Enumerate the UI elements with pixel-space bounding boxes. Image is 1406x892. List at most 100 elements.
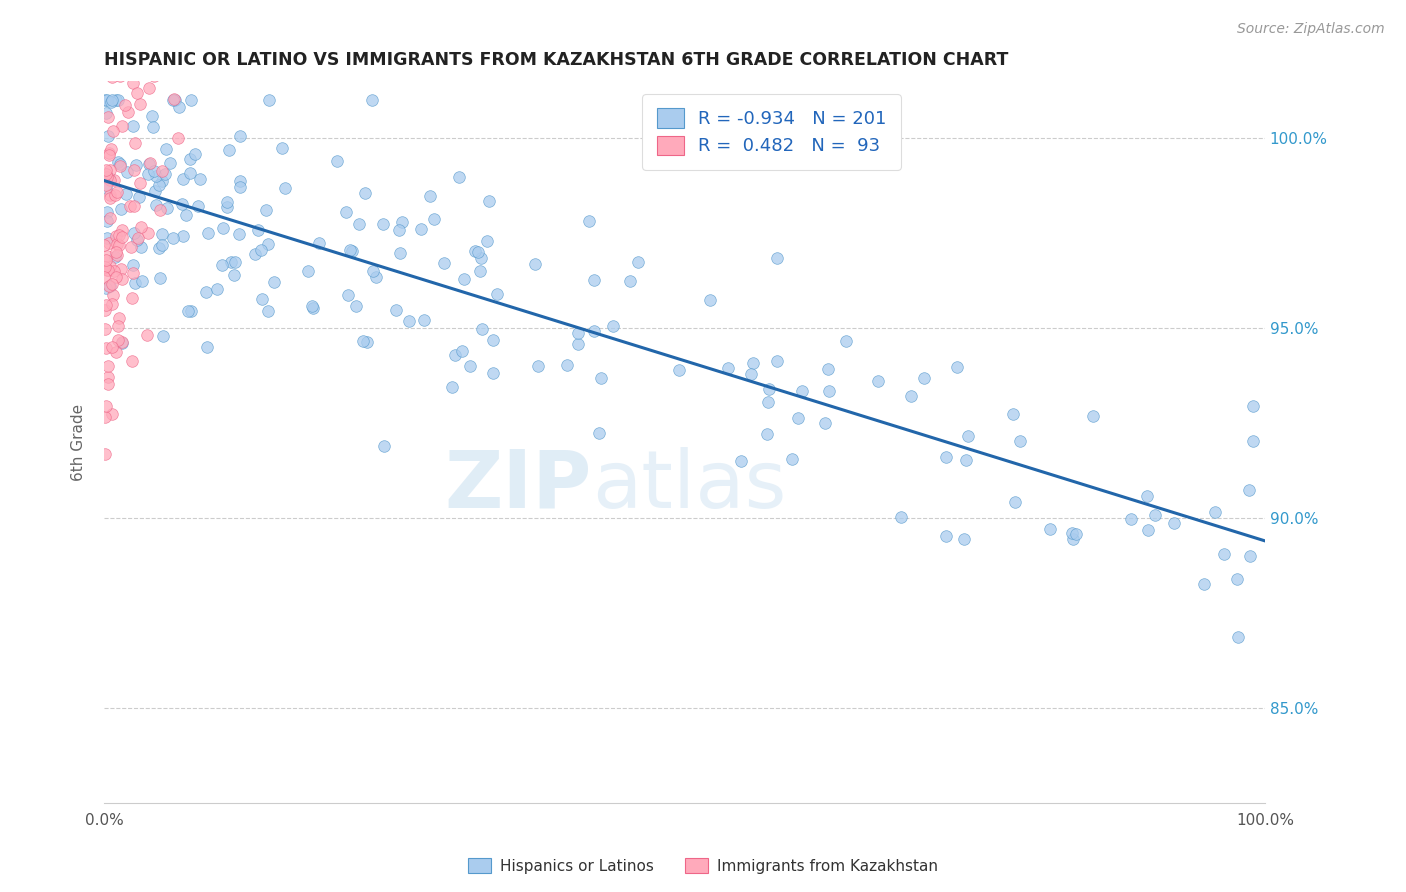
Point (482, 366, 505, 380)
Point (128, 176, 150, 190)
Point (470, 251, 492, 265)
Point (205, 282, 228, 296)
Point (335, 205, 357, 219)
Point (352, 334, 374, 348)
Point (96, 252, 118, 267)
Point (100, 70, 122, 85)
Point (94, 400, 117, 414)
Point (955, 453, 977, 467)
Point (180, 93, 202, 107)
Point (101, 340, 124, 354)
Point (141, 109, 163, 123)
Point (441, 380, 464, 394)
Point (1137, 523, 1160, 537)
Point (97, 110, 120, 124)
Point (197, 226, 219, 240)
Point (756, 395, 779, 409)
Point (94, 167, 117, 181)
Point (301, 299, 323, 313)
Point (94, 341, 117, 355)
Point (1143, 508, 1166, 523)
Point (730, 453, 752, 467)
Point (1237, 483, 1260, 497)
Point (371, 217, 394, 231)
Point (103, 264, 125, 278)
Point (619, 274, 641, 288)
Point (104, 250, 127, 264)
Point (432, 256, 454, 270)
Point (122, 198, 145, 212)
Point (567, 326, 589, 340)
Point (398, 314, 420, 328)
Point (96, 106, 118, 120)
Point (143, 164, 166, 178)
Point (107, 319, 129, 334)
Point (1081, 409, 1104, 423)
Point (176, 208, 198, 222)
Point (129, 219, 152, 234)
Point (567, 336, 589, 351)
Point (111, 229, 134, 244)
Point (463, 244, 485, 258)
Point (1060, 525, 1083, 540)
Point (105, 344, 128, 359)
Point (138, 80, 160, 95)
Point (136, 167, 159, 181)
Point (101, 93, 124, 107)
Point (467, 244, 489, 259)
Point (356, 334, 378, 349)
Point (389, 245, 412, 260)
Point (385, 302, 408, 317)
Point (302, 301, 325, 315)
Point (97, 370, 120, 384)
Point (766, 353, 789, 368)
Point (150, 174, 173, 188)
Point (152, 227, 174, 242)
Point (589, 371, 612, 385)
Point (107, 154, 129, 169)
Point (326, 154, 349, 169)
Point (121, 291, 143, 305)
Point (111, 335, 134, 350)
Point (115, 186, 138, 201)
Point (136, 226, 159, 240)
Point (105, 185, 128, 199)
Point (215, 201, 238, 215)
Point (1062, 532, 1084, 546)
Point (108, 238, 131, 252)
Point (486, 286, 509, 301)
Point (96, 230, 118, 244)
Point (98, 163, 121, 178)
Point (167, 131, 190, 145)
Point (97, 262, 120, 277)
Point (1064, 527, 1087, 541)
Point (101, 297, 124, 311)
Point (167, 100, 190, 114)
Point (143, 184, 166, 198)
Point (108, 157, 131, 171)
Point (114, 98, 136, 112)
Point (121, 120, 143, 134)
Point (626, 254, 648, 268)
Point (152, 329, 174, 343)
Point (271, 141, 294, 155)
Point (755, 427, 778, 442)
Point (344, 299, 367, 313)
Point (215, 194, 238, 209)
Point (229, 179, 252, 194)
Point (254, 203, 277, 218)
Point (165, 93, 187, 107)
Point (361, 93, 384, 107)
Point (1241, 434, 1264, 449)
Point (97, 236, 120, 251)
Text: HISPANIC OR LATINO VS IMMIGRANTS FROM KAZAKHSTAN 6TH GRADE CORRELATION CHART: HISPANIC OR LATINO VS IMMIGRANTS FROM KA… (104, 51, 1008, 69)
Point (219, 255, 242, 269)
Text: atlas: atlas (592, 447, 786, 524)
Point (125, 86, 148, 100)
Point (162, 230, 184, 244)
Point (211, 258, 233, 272)
Point (96, 249, 118, 263)
Y-axis label: 6th Grade: 6th Grade (72, 404, 86, 481)
Point (98, 190, 121, 204)
Point (945, 359, 967, 374)
